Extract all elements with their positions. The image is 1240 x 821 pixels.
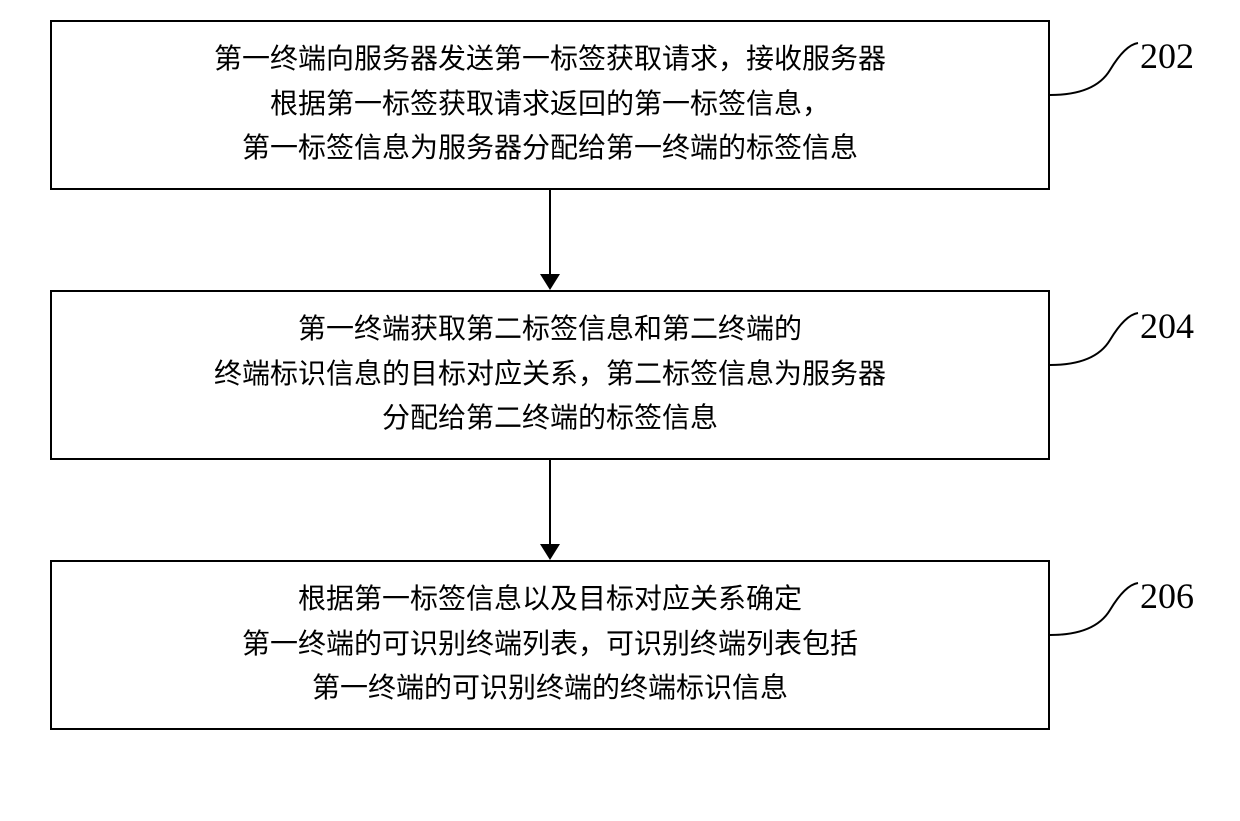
flowchart-node-step3: 根据第一标签信息以及目标对应关系确定 第一终端的可识别终端列表，可识别终端列表包…	[50, 560, 1050, 730]
step3-text: 根据第一标签信息以及目标对应关系确定 第一终端的可识别终端列表，可识别终端列表包…	[242, 578, 858, 712]
step3-label: 206	[1140, 575, 1194, 617]
flowchart-node-step1: 第一终端向服务器发送第一标签获取请求，接收服务器 根据第一标签获取请求返回的第一…	[50, 20, 1050, 190]
arrow-2-to-3-line	[549, 460, 551, 544]
step3-label-connector	[1050, 580, 1140, 640]
step1-label-connector	[1050, 40, 1140, 100]
arrow-2-to-3-head	[540, 544, 560, 560]
step1-label: 202	[1140, 35, 1194, 77]
flowchart-container: 第一终端向服务器发送第一标签获取请求，接收服务器 根据第一标签获取请求返回的第一…	[0, 0, 1240, 821]
step2-label-connector	[1050, 310, 1140, 370]
step2-label: 204	[1140, 305, 1194, 347]
step1-text: 第一终端向服务器发送第一标签获取请求，接收服务器 根据第一标签获取请求返回的第一…	[214, 38, 886, 172]
arrow-1-to-2-line	[549, 190, 551, 274]
flowchart-node-step2: 第一终端获取第二标签信息和第二终端的 终端标识信息的目标对应关系，第二标签信息为…	[50, 290, 1050, 460]
arrow-1-to-2-head	[540, 274, 560, 290]
step2-text: 第一终端获取第二标签信息和第二终端的 终端标识信息的目标对应关系，第二标签信息为…	[214, 308, 886, 442]
